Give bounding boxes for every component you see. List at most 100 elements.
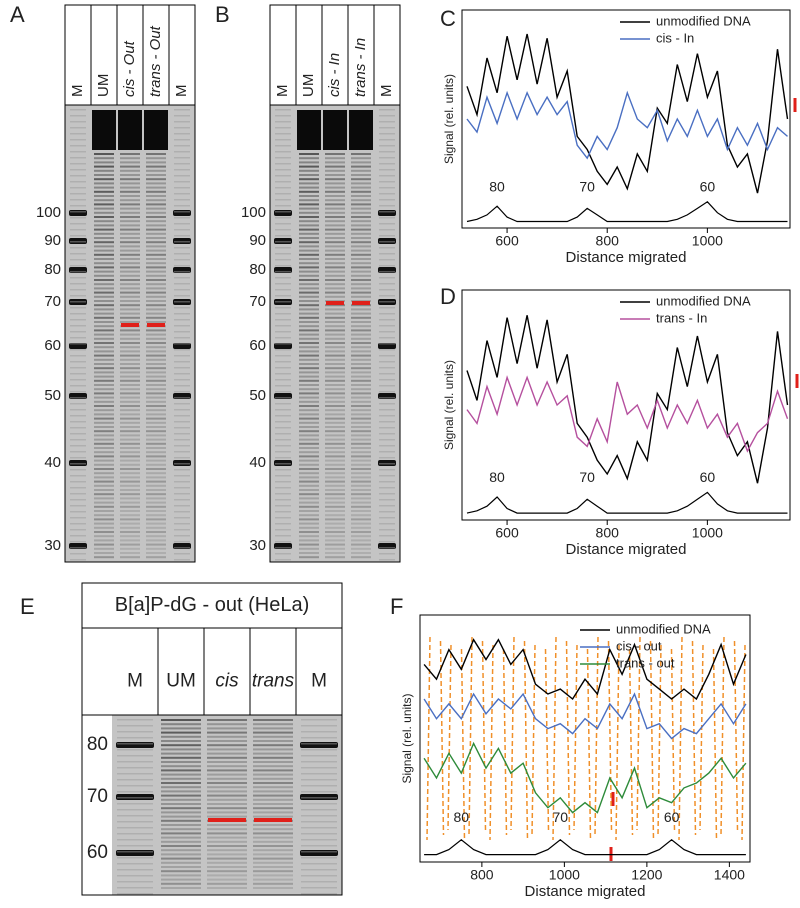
- faint-band: [275, 343, 291, 345]
- faint-band: [379, 211, 395, 213]
- faint-band: [70, 493, 86, 495]
- ladder-band: [161, 761, 201, 763]
- ladder-band: [146, 522, 166, 525]
- ladder-band: [299, 505, 319, 508]
- ladder-band: [161, 748, 201, 751]
- ladder-band: [325, 211, 345, 214]
- ladder-band: [299, 237, 319, 239]
- ladder-band: [94, 489, 114, 491]
- ladder-band: [120, 211, 140, 214]
- marker-label: 80: [249, 261, 266, 278]
- faint-band: [174, 439, 190, 441]
- faint-band: [275, 247, 291, 249]
- ladder-band: [94, 157, 114, 160]
- ladder-band: [120, 228, 140, 231]
- faint-band: [70, 139, 86, 141]
- faint-band: [275, 295, 291, 297]
- ladder-band: [325, 304, 345, 307]
- ladder-band: [325, 501, 345, 504]
- ladder-band: [94, 522, 114, 525]
- faint-band: [70, 151, 86, 153]
- ladder-band: [94, 354, 114, 357]
- ladder-band: [325, 480, 345, 483]
- faint-band: [174, 475, 190, 477]
- ladder-band: [207, 782, 247, 784]
- ladder-band: [325, 216, 345, 218]
- trace: [423, 692, 747, 740]
- faint-band: [174, 223, 190, 225]
- ladder-band: [94, 384, 114, 386]
- plot-frame: [461, 9, 791, 229]
- ladder-band: [299, 426, 319, 428]
- ladder-band: [299, 262, 319, 265]
- ladder-band: [120, 430, 140, 433]
- ladder-band: [253, 798, 293, 801]
- faint-band: [174, 325, 190, 327]
- ladder-band: [120, 308, 140, 311]
- ladder-band: [351, 350, 371, 353]
- ladder-band: [325, 522, 345, 525]
- ladder-band: [299, 190, 319, 193]
- ladder-band: [351, 417, 371, 420]
- faint-band: [275, 145, 291, 147]
- faint-band: [275, 223, 291, 225]
- y-axis-label: Signal (rel. units): [442, 74, 456, 164]
- faint-band: [275, 385, 291, 387]
- ladder-band: [351, 405, 371, 407]
- ladder-band: [161, 731, 201, 734]
- alignment-guide: [565, 640, 571, 836]
- faint-band: [70, 523, 86, 525]
- ladder-band: [146, 510, 166, 512]
- ladder-band: [299, 337, 319, 340]
- alignment-guide: [447, 644, 452, 831]
- ladder-band: [325, 220, 345, 223]
- ladder-band: [299, 417, 319, 420]
- ladder-band: [94, 249, 114, 252]
- ladder-band: [325, 199, 345, 202]
- ladder-band: [325, 308, 345, 311]
- lane-label: UM: [166, 671, 196, 692]
- faint-band: [301, 725, 337, 727]
- ladder-band: [94, 388, 114, 391]
- marker-label: 50: [44, 387, 61, 404]
- faint-band: [174, 145, 190, 147]
- ladder-band: [325, 535, 345, 538]
- ladder-band: [94, 195, 114, 197]
- faint-band: [379, 187, 395, 189]
- ladder-band: [299, 203, 319, 206]
- ladder-band: [120, 405, 140, 407]
- ladder-band: [161, 786, 201, 789]
- ladder-band: [120, 505, 140, 508]
- ladder-band: [299, 270, 319, 273]
- ladder-band: [146, 388, 166, 391]
- ladder-band: [146, 308, 166, 311]
- ladder-band: [94, 375, 114, 378]
- ladder-band: [207, 740, 247, 742]
- gel-frame: [81, 714, 343, 896]
- ladder-band: [146, 258, 166, 260]
- marker-label: 30: [249, 537, 266, 554]
- alignment-guide: [531, 644, 536, 836]
- faint-band: [275, 493, 291, 495]
- faint-band: [174, 247, 190, 249]
- ladder-band: [299, 535, 319, 538]
- ladder-band: [146, 354, 166, 357]
- ladder-band: [94, 178, 114, 181]
- ladder-band: [207, 887, 247, 889]
- ladder-band: [94, 342, 114, 344]
- faint-band: [174, 109, 190, 111]
- faint-band: [379, 379, 395, 381]
- faint-band: [275, 349, 291, 351]
- ladder-band: [325, 396, 345, 399]
- ladder-band: [325, 371, 345, 374]
- faint-band: [379, 391, 395, 393]
- ladder-band: [325, 232, 345, 235]
- faint-band: [275, 379, 291, 381]
- marker-band: [300, 850, 338, 856]
- ladder-band: [120, 392, 140, 395]
- faint-band: [174, 133, 190, 135]
- ladder-band: [325, 274, 345, 277]
- ladder-band: [120, 266, 140, 269]
- ladder-band: [351, 531, 371, 533]
- faint-band: [117, 815, 153, 817]
